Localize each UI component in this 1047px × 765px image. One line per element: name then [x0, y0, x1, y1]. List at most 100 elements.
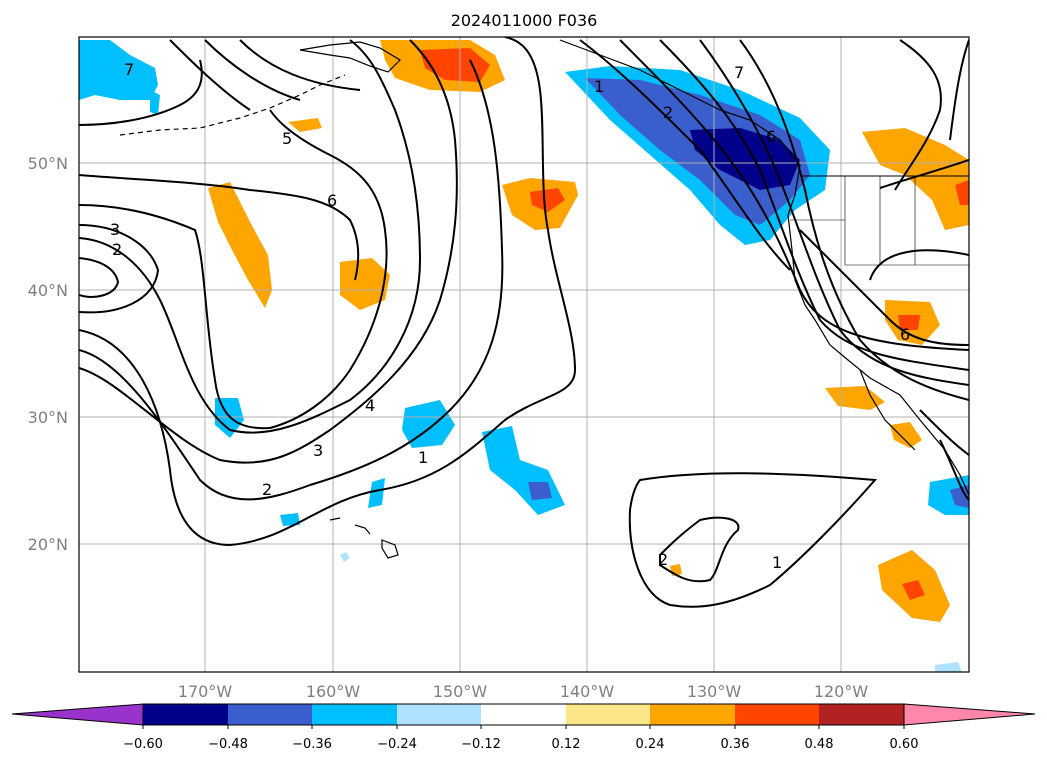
- anomaly-negative-nw-edge: [150, 90, 160, 115]
- colorbar-swatch: [481, 704, 566, 725]
- contour-east-6b: [869, 249, 969, 281]
- lon-label-130w: 130°W: [687, 682, 742, 701]
- contour-label: 3: [110, 220, 120, 239]
- colorbar-frame: [142, 703, 905, 726]
- colorbar-swatch: [312, 704, 397, 725]
- contour-east-9: [949, 39, 969, 141]
- contour-east-6: [799, 229, 969, 346]
- colorbar-tick-label: 0.36: [721, 737, 750, 752]
- colorbar-swatch: [397, 704, 481, 725]
- colorbar-tick-label: 0.60: [890, 737, 919, 752]
- anomaly-positive-baja: [825, 386, 885, 410]
- contour-label: 6: [766, 127, 776, 146]
- anomaly-negative-dot2: [340, 552, 350, 562]
- contour-label: 4: [365, 396, 375, 415]
- contour-1-west: [79, 37, 577, 547]
- anomaly-positive-155w: [340, 258, 390, 310]
- anomaly-positive-small: [288, 118, 322, 132]
- anomaly-positive-canada-core: [955, 180, 969, 205]
- anomaly-negative-strip: [368, 478, 385, 508]
- contour-label: 6: [327, 191, 337, 210]
- contour-label: 5: [282, 129, 292, 148]
- contour-east-5: [739, 39, 969, 401]
- contour-label: 1: [594, 77, 604, 96]
- lon-label-160w: 160°W: [306, 682, 361, 701]
- map-title: 2024011000 F036: [451, 11, 598, 30]
- colorbar-tick-label: −0.60: [123, 737, 163, 752]
- contour-sub-2: [659, 516, 740, 583]
- colorbar-swatch: [228, 704, 312, 725]
- coastline-baja: [859, 369, 916, 451]
- contour-label: 7: [124, 60, 134, 79]
- anomaly-negative-mex-core: [950, 485, 969, 508]
- map-frame: [78, 36, 970, 673]
- anomaly-negative-bottom: [935, 662, 962, 672]
- colorbar-tick-label: −0.36: [292, 737, 332, 752]
- lat-label-20n: 20°N: [28, 535, 68, 554]
- contour-ridge-c: [239, 39, 361, 91]
- contour-4-west: [79, 39, 422, 434]
- colorbar-swatch: [735, 704, 819, 725]
- contour-label: 2: [658, 550, 668, 569]
- colorbar-swatch: [819, 704, 904, 725]
- colorbar-swatch: [143, 704, 228, 725]
- longitude-labels: 170°W 160°W 150°W 140°W 130°W 120°W: [178, 682, 869, 701]
- anomaly-positive-140w-core: [530, 188, 565, 212]
- colorbar-tick-label: 0.48: [805, 737, 834, 752]
- contour-label: 2: [262, 480, 272, 499]
- map-panel: 7 5 6 3 2 4 3 2 1 1 7 2 6 6 2 1: [79, 37, 969, 672]
- contour-east-1: [579, 39, 791, 271]
- colorbar-extend-min: [11, 703, 144, 726]
- border-states: [790, 176, 969, 266]
- contour-3-west: [79, 39, 458, 464]
- anomaly-positive-canada: [862, 128, 969, 230]
- colorbar-tick-label: −0.24: [377, 737, 417, 752]
- contour-label: 1: [772, 553, 782, 572]
- coastline-hawaii: [329, 517, 399, 559]
- latitude-labels: 50°N 40°N 30°N 20°N: [28, 154, 68, 554]
- contour-label: 7: [734, 63, 744, 82]
- shaded-anomalies: [79, 40, 969, 672]
- anomaly-positive-sw-core: [898, 315, 920, 330]
- colorbar-tick-label: 0.24: [636, 737, 665, 752]
- contour-5-west: [79, 109, 388, 430]
- lat-label-40n: 40°N: [28, 281, 68, 300]
- contour-east-4: [699, 39, 969, 386]
- coastline-alaska: [299, 41, 401, 73]
- contour-6-west: [79, 174, 360, 281]
- colorbar: −0.60 −0.48 −0.36 −0.24 −0.12 0.12 0.24 …: [11, 703, 1036, 752]
- contour-east-10: [919, 409, 969, 456]
- contour-label: 2: [663, 103, 673, 122]
- contour-2-west: [79, 59, 504, 501]
- lon-label-120w: 120°W: [814, 682, 869, 701]
- contour-label: 3: [313, 441, 323, 460]
- colorbar-tick-label: −0.48: [208, 737, 248, 752]
- lon-label-170w: 170°W: [178, 682, 233, 701]
- map-background: [79, 37, 969, 672]
- colorbar-swatch: [650, 704, 735, 725]
- contour-east-7: [894, 39, 942, 191]
- anomaly-positive-south-core: [902, 580, 925, 600]
- lat-label-30n: 30°N: [28, 408, 68, 427]
- contour-east-8: [879, 159, 969, 189]
- contour-cut-low-inner: [79, 257, 120, 298]
- contour-label: 1: [418, 448, 428, 467]
- anomaly-positive-166w: [208, 182, 272, 308]
- anomaly-negative-dot: [280, 513, 300, 526]
- contour-labels: 7 5 6 3 2 4 3 2 1 1 7 2 6 6 2 1: [110, 60, 910, 572]
- coastline-canada-coast: [559, 39, 801, 216]
- contour-ridge-b: [204, 39, 301, 101]
- colorbar-swatch: [566, 704, 650, 725]
- anomaly-positive-alaska-core: [420, 48, 490, 82]
- lon-label-150w: 150°W: [433, 682, 488, 701]
- anomaly-positive-mex: [890, 422, 922, 448]
- contour-nw-7: [79, 59, 203, 126]
- coastline-aleutians: [119, 74, 346, 136]
- anomaly-negative-146w-core: [528, 482, 552, 500]
- contour-label: 6: [900, 325, 910, 344]
- contour-east-11: [939, 439, 969, 501]
- anomaly-negative-152w: [402, 400, 455, 448]
- colorbar-extend-max: [903, 703, 1036, 726]
- anomaly-negative-nw: [79, 40, 158, 100]
- contour-sub-1: [628, 472, 878, 608]
